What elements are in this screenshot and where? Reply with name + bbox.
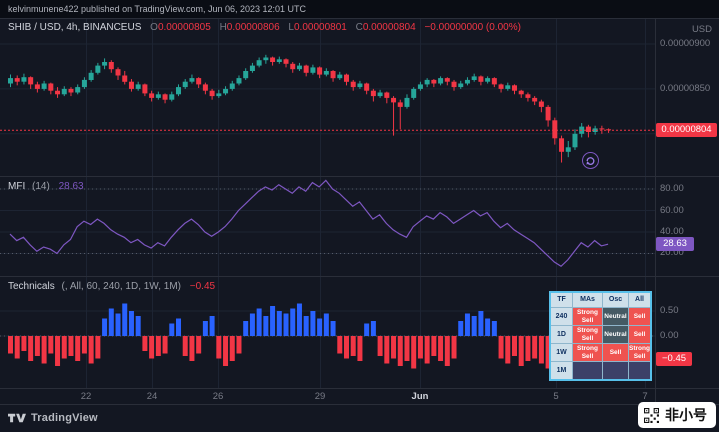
ta-rating-cell xyxy=(573,362,602,379)
tradingview-logo-icon[interactable] xyxy=(8,412,26,424)
ta-rating-cell: Sell xyxy=(629,308,650,325)
ta-rating-cell: Sell xyxy=(603,344,628,361)
time-label: Jun xyxy=(411,391,429,402)
symbol-legend: SHIB / USD, 4h, BINANCEUS O0.00000805 H0… xyxy=(8,22,521,33)
watermark-text: 非小号 xyxy=(665,407,707,423)
mfi-badge: 28.63 xyxy=(656,237,694,252)
time-label: 5 xyxy=(553,391,559,402)
purple-marker-icon xyxy=(582,152,599,169)
ta-rating-cell: Strong Sell xyxy=(629,344,650,361)
time-axis[interactable]: 22 24 26 29 Jun 5 7 xyxy=(0,388,655,404)
change-value: −0.00000000 (0.00%) xyxy=(424,22,521,33)
ta-rating-cell: Neutral xyxy=(603,326,628,343)
technicals-legend: Technicals (, All, 60, 240, 1D, 1W, 1M) … xyxy=(8,281,215,292)
low-value: 0.00000801 xyxy=(293,22,347,33)
ta-timeframe: 1M xyxy=(551,362,572,379)
price-badge: 0.00000804 xyxy=(656,123,717,138)
time-label: 24 xyxy=(146,391,158,402)
publish-bar: kelvinmunene422 published on TradingView… xyxy=(0,0,719,18)
ta-rating-cell xyxy=(629,362,650,379)
time-label: 29 xyxy=(314,391,326,402)
high-label: H xyxy=(219,22,227,33)
open-label: O xyxy=(150,22,158,33)
ta-header: MAs xyxy=(573,293,602,307)
currency-label: USD xyxy=(691,24,712,35)
ta-rating-cell xyxy=(603,362,628,379)
spiral-arrow-icon xyxy=(586,157,595,165)
technicals-badge: −0.45 xyxy=(656,351,692,366)
low-label: L xyxy=(288,22,294,33)
ta-header: TF xyxy=(551,293,572,307)
open-value: 0.00000805 xyxy=(157,22,211,33)
technicals-table: TF MAs Osc All 240 Strong Sell Neutral Sell 1D St… xyxy=(549,291,652,381)
technicals-title[interactable]: Technicals xyxy=(8,281,55,292)
mfi-legend: MFI (14) 28.63 xyxy=(8,181,84,192)
high-value: 0.00000806 xyxy=(226,22,280,33)
axis-label: 0.00000850 xyxy=(660,82,711,94)
ta-rating-cell: Strong Sell xyxy=(573,326,602,343)
feixiaohao-watermark[interactable]: 非小号 xyxy=(638,402,716,428)
mfi-params: (14) xyxy=(32,181,50,192)
time-label: 22 xyxy=(80,391,92,402)
mfi-value: 28.63 xyxy=(58,181,84,192)
axis-label: 0.00000900 xyxy=(660,38,711,50)
publish-info: kelvinmunene422 published on TradingView… xyxy=(8,4,307,14)
axis-label: 20.00 xyxy=(660,247,684,259)
time-label: 26 xyxy=(212,391,224,402)
qr-code-icon xyxy=(644,407,659,423)
axis-label: 0.00 xyxy=(660,330,679,341)
technicals-value: −0.45 xyxy=(189,281,216,292)
axis-label: 0.50 xyxy=(660,305,679,316)
axis-label: 60.00 xyxy=(660,204,684,216)
ta-header: Osc xyxy=(603,293,628,307)
ta-rating-cell: Strong Sell xyxy=(573,308,602,325)
symbol-title[interactable]: SHIB / USD, 4h, BINANCEUS xyxy=(8,22,142,33)
technicals-params: (, All, 60, 240, 1D, 1W, 1M) xyxy=(61,281,181,292)
ta-rating-cell: Strong Sell xyxy=(573,344,602,361)
ta-header: All xyxy=(629,293,650,307)
mfi-title[interactable]: MFI xyxy=(8,181,26,192)
close-value: 0.00000804 xyxy=(362,22,416,33)
ta-timeframe: 1D xyxy=(551,326,572,343)
close-label: C xyxy=(355,22,363,33)
ta-rating-cell: Neutral xyxy=(603,308,628,325)
ta-rating-cell: Sell xyxy=(629,326,650,343)
ta-timeframe: 240 xyxy=(551,308,572,325)
axis-label: 80.00 xyxy=(660,183,684,195)
footer-bar: TradingView xyxy=(0,404,719,432)
time-label: 7 xyxy=(642,391,648,402)
axis-label: 40.00 xyxy=(660,225,684,237)
tradingview-brand[interactable]: TradingView xyxy=(31,412,98,424)
ta-timeframe: 1W xyxy=(551,344,572,361)
